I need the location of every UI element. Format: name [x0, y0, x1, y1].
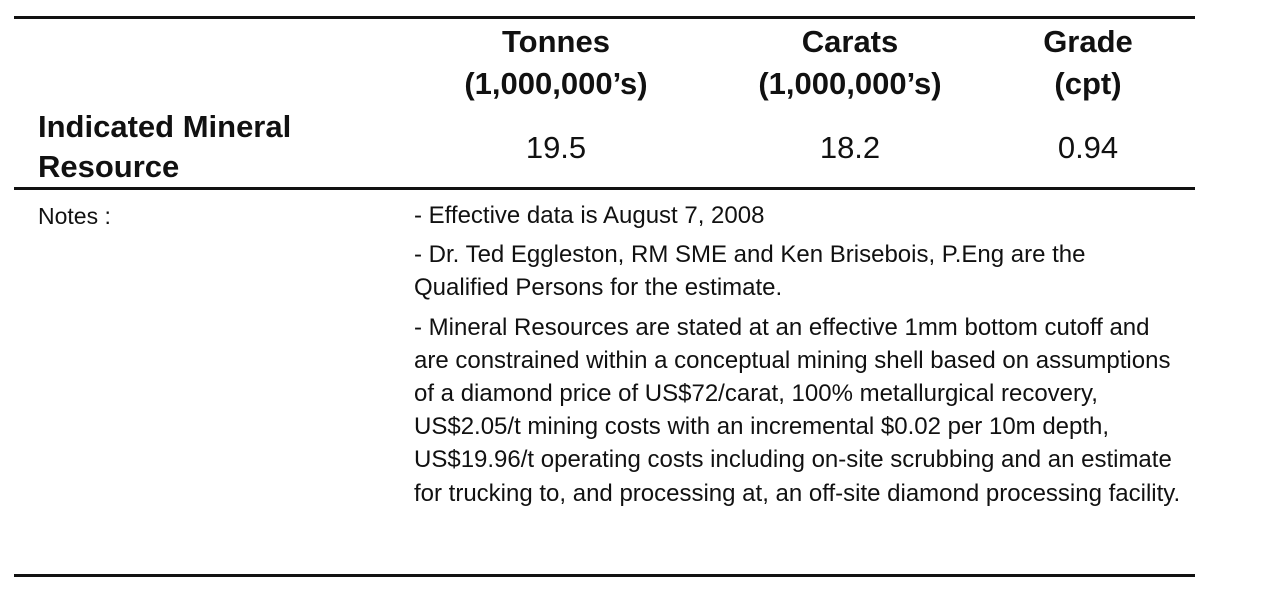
header-cell: Tonnes (1,000,000’s)	[426, 21, 686, 105]
header-line: Tonnes	[502, 24, 610, 59]
bottom-rule	[14, 574, 1195, 577]
header-line: (cpt)	[1054, 66, 1122, 101]
notes-label: Notes :	[38, 203, 111, 229]
top-rule	[14, 16, 1195, 19]
row-label-line: Indicated Mineral	[38, 109, 292, 144]
row-label: Indicated Mineral Resource	[38, 107, 291, 187]
value-cell: 19.5	[525, 130, 587, 165]
note: - Effective data is August 7, 2008	[414, 202, 765, 229]
header-cell: Grade (cpt)	[958, 21, 1218, 105]
header-line: (1,000,000’s)	[464, 66, 648, 101]
header-line: (1,000,000’s)	[758, 66, 942, 101]
notes-list: - Effective data is August 7, 2008 - Dr.…	[414, 199, 1184, 516]
header-line: Grade	[1043, 24, 1133, 59]
value-cell: 18.2	[819, 130, 881, 165]
note: - Dr. Ted Eggleston, RM SME and Ken Bris…	[414, 241, 1086, 302]
header-cell: Carats (1,000,000’s)	[720, 21, 980, 105]
mid-rule	[14, 187, 1195, 190]
row-label-line: Resource	[38, 149, 180, 184]
note: - Mineral Resources are stated at an eff…	[414, 313, 1181, 507]
header-line: Carats	[801, 24, 899, 59]
value-cell: 0.94	[1057, 130, 1119, 165]
